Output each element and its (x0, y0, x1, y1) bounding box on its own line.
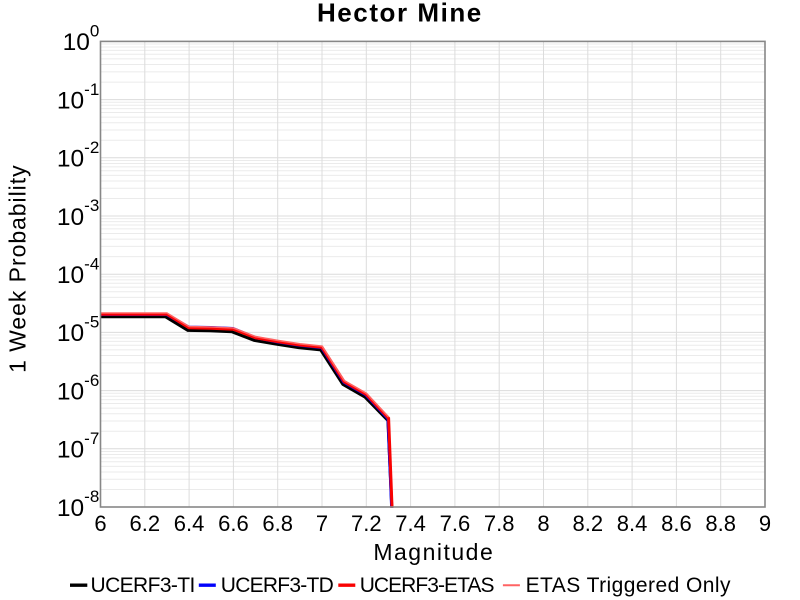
svg-text:8.8: 8.8 (705, 511, 736, 536)
svg-text:UCERF3-TI: UCERF3-TI (91, 574, 195, 597)
svg-text:6.6: 6.6 (218, 511, 249, 536)
svg-text:8.2: 8.2 (573, 511, 604, 536)
svg-text:10-3: 10-3 (57, 196, 99, 231)
svg-text:6.8: 6.8 (262, 511, 293, 536)
svg-text:ETAS Triggered Only: ETAS Triggered Only (526, 574, 731, 597)
svg-text:10-6: 10-6 (57, 371, 99, 406)
svg-text:100: 100 (63, 22, 100, 57)
svg-text:UCERF3-ETAS: UCERF3-ETAS (360, 574, 495, 597)
svg-text:7.4: 7.4 (395, 511, 426, 536)
svg-text:10-4: 10-4 (57, 254, 99, 289)
svg-text:8.4: 8.4 (617, 511, 648, 536)
svg-text:8.6: 8.6 (661, 511, 692, 536)
svg-text:1 Week Probability: 1 Week Probability (5, 164, 31, 372)
svg-text:7.6: 7.6 (440, 511, 471, 536)
svg-text:10-7: 10-7 (57, 429, 99, 464)
svg-text:Hector Mine: Hector Mine (317, 0, 483, 28)
svg-text:10-2: 10-2 (57, 138, 99, 173)
svg-text:6.4: 6.4 (174, 511, 205, 536)
svg-text:Magnitude: Magnitude (373, 539, 494, 565)
svg-text:6.2: 6.2 (130, 511, 161, 536)
svg-text:6: 6 (94, 511, 106, 536)
svg-text:10-8: 10-8 (57, 487, 99, 522)
svg-text:7.2: 7.2 (351, 511, 382, 536)
svg-text:9: 9 (759, 511, 771, 536)
svg-text:8: 8 (537, 511, 549, 536)
svg-text:7: 7 (316, 511, 328, 536)
svg-text:10-5: 10-5 (57, 313, 99, 348)
svg-text:UCERF3-TD: UCERF3-TD (221, 574, 334, 597)
svg-text:7.8: 7.8 (484, 511, 515, 536)
svg-text:10-1: 10-1 (57, 80, 99, 115)
